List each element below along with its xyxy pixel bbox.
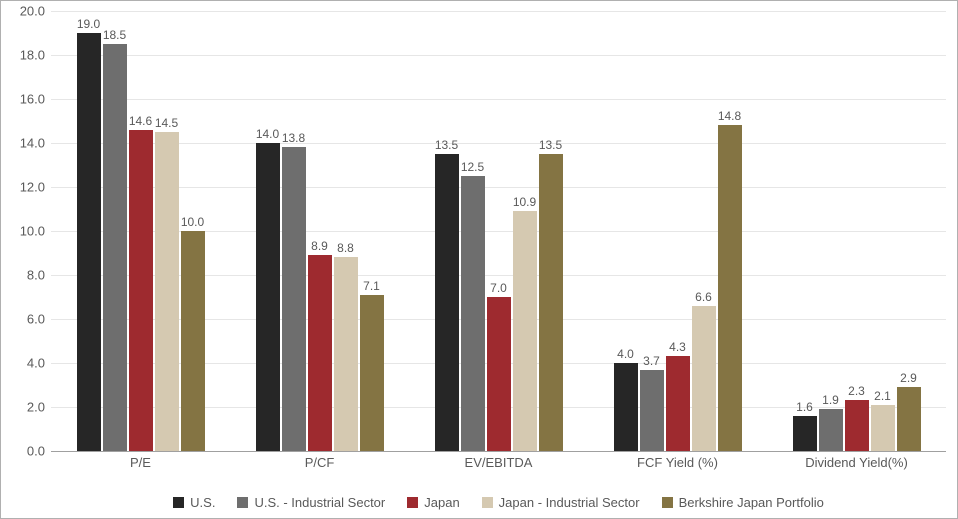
bar: 4.3 <box>666 356 690 451</box>
bar-groups: 19.018.514.614.510.014.013.88.98.87.113.… <box>51 11 946 451</box>
legend-item: Japan <box>407 495 459 510</box>
plot-area: 19.018.514.614.510.014.013.88.98.87.113.… <box>51 11 946 452</box>
bar-value-label: 7.0 <box>490 281 507 297</box>
x-axis-label: P/CF <box>230 455 409 470</box>
y-tick-label: 2.0 <box>5 400 45 415</box>
bar-value-label: 8.9 <box>311 239 328 255</box>
bar: 14.0 <box>256 143 280 451</box>
bar-group: 13.512.57.010.913.5 <box>409 11 588 451</box>
bar-value-label: 4.3 <box>669 340 686 356</box>
legend-label: Japan <box>424 495 459 510</box>
y-tick-label: 12.0 <box>5 180 45 195</box>
y-tick-label: 6.0 <box>5 312 45 327</box>
y-tick-label: 18.0 <box>5 48 45 63</box>
y-tick-label: 8.0 <box>5 268 45 283</box>
legend-swatch <box>173 497 184 508</box>
chart-frame: 19.018.514.614.510.014.013.88.98.87.113.… <box>0 0 958 519</box>
legend-swatch <box>482 497 493 508</box>
legend-swatch <box>407 497 418 508</box>
bar: 10.0 <box>181 231 205 451</box>
bar-value-label: 19.0 <box>77 17 100 33</box>
x-axis-label: P/E <box>51 455 230 470</box>
bar-value-label: 14.8 <box>718 109 741 125</box>
bar-value-label: 2.9 <box>900 371 917 387</box>
x-axis-labels: P/EP/CFEV/EBITDAFCF Yield (%)Dividend Yi… <box>51 455 946 470</box>
bar-value-label: 14.0 <box>256 127 279 143</box>
bar-value-label: 18.5 <box>103 28 126 44</box>
bar: 18.5 <box>103 44 127 451</box>
y-tick-label: 16.0 <box>5 92 45 107</box>
bar-group: 19.018.514.614.510.0 <box>51 11 230 451</box>
legend-label: Berkshire Japan Portfolio <box>679 495 824 510</box>
x-axis-label: Dividend Yield(%) <box>767 455 946 470</box>
legend-item: Japan - Industrial Sector <box>482 495 640 510</box>
bar: 2.9 <box>897 387 921 451</box>
bar-value-label: 13.5 <box>539 138 562 154</box>
legend-swatch <box>662 497 673 508</box>
bar-group: 14.013.88.98.87.1 <box>230 11 409 451</box>
bar-value-label: 2.3 <box>848 384 865 400</box>
legend-item: U.S. - Industrial Sector <box>237 495 385 510</box>
bar: 10.9 <box>513 211 537 451</box>
bar-value-label: 8.8 <box>337 241 354 257</box>
bar: 2.3 <box>845 400 869 451</box>
x-axis-label: FCF Yield (%) <box>588 455 767 470</box>
bar: 13.5 <box>435 154 459 451</box>
bar: 1.9 <box>819 409 843 451</box>
bar: 3.7 <box>640 370 664 451</box>
bar: 14.8 <box>718 125 742 451</box>
bar-group: 1.61.92.32.12.9 <box>767 11 946 451</box>
bar: 13.5 <box>539 154 563 451</box>
bar-group: 4.03.74.36.614.8 <box>588 11 767 451</box>
bar-value-label: 14.6 <box>129 114 152 130</box>
legend: U.S. U.S. - Industrial Sector Japan Japan -… <box>51 495 946 510</box>
legend-label: U.S. <box>190 495 215 510</box>
bar-value-label: 2.1 <box>874 389 891 405</box>
bar-value-label: 10.9 <box>513 195 536 211</box>
bar-value-label: 6.6 <box>695 290 712 306</box>
y-tick-label: 20.0 <box>5 4 45 19</box>
bar: 4.0 <box>614 363 638 451</box>
bar-value-label: 1.9 <box>822 393 839 409</box>
bar: 14.6 <box>129 130 153 451</box>
bar: 1.6 <box>793 416 817 451</box>
y-tick-label: 0.0 <box>5 444 45 459</box>
bar: 2.1 <box>871 405 895 451</box>
legend-label: U.S. - Industrial Sector <box>254 495 385 510</box>
bar: 8.8 <box>334 257 358 451</box>
legend-item: Berkshire Japan Portfolio <box>662 495 824 510</box>
bar-value-label: 3.7 <box>643 354 660 370</box>
bar: 7.0 <box>487 297 511 451</box>
bar-value-label: 13.5 <box>435 138 458 154</box>
bar-value-label: 12.5 <box>461 160 484 176</box>
bar-value-label: 1.6 <box>796 400 813 416</box>
bar: 7.1 <box>360 295 384 451</box>
bar-value-label: 10.0 <box>181 215 204 231</box>
bar-value-label: 14.5 <box>155 116 178 132</box>
bar: 13.8 <box>282 147 306 451</box>
bar: 12.5 <box>461 176 485 451</box>
bar: 14.5 <box>155 132 179 451</box>
x-axis-label: EV/EBITDA <box>409 455 588 470</box>
bar-value-label: 4.0 <box>617 347 634 363</box>
bar-value-label: 7.1 <box>363 279 380 295</box>
bar: 8.9 <box>308 255 332 451</box>
bar: 6.6 <box>692 306 716 451</box>
legend-swatch <box>237 497 248 508</box>
legend-item: U.S. <box>173 495 215 510</box>
bar: 19.0 <box>77 33 101 451</box>
y-tick-label: 10.0 <box>5 224 45 239</box>
legend-label: Japan - Industrial Sector <box>499 495 640 510</box>
y-tick-label: 14.0 <box>5 136 45 151</box>
y-tick-label: 4.0 <box>5 356 45 371</box>
bar-value-label: 13.8 <box>282 131 305 147</box>
